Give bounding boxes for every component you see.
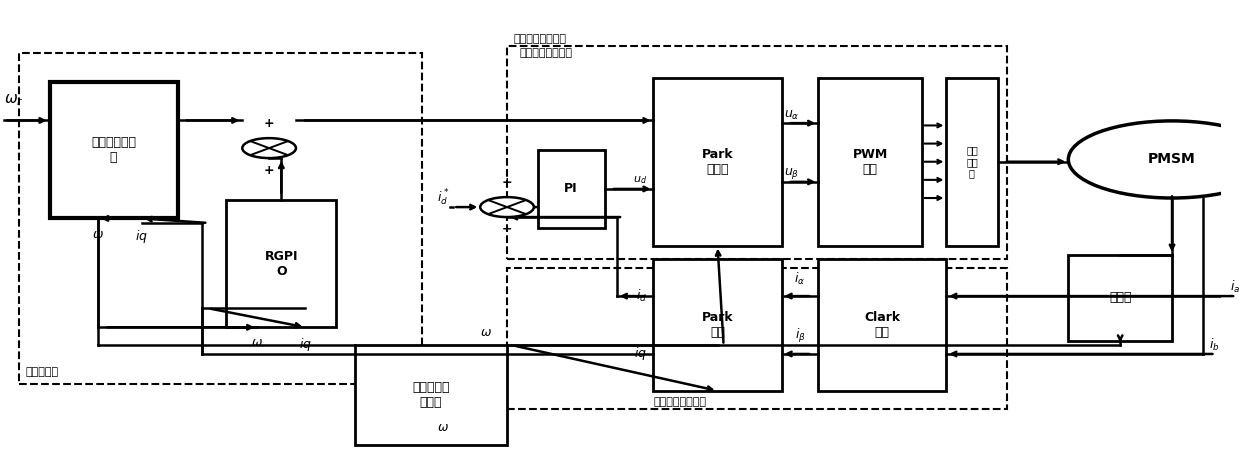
Bar — [818, 78, 922, 246]
Text: PWM
调制: PWM 调制 — [852, 148, 887, 176]
Text: 位置与转速
的计算: 位置与转速 的计算 — [413, 381, 450, 410]
Bar — [19, 53, 421, 384]
Text: $\omega$: $\omega$ — [92, 228, 104, 241]
Text: $\omega_r$: $\omega_r$ — [5, 92, 24, 108]
Bar — [1068, 255, 1172, 341]
Text: 复合控制器: 复合控制器 — [25, 367, 58, 377]
Circle shape — [243, 138, 296, 158]
Text: $i_b$: $i_b$ — [1209, 337, 1220, 353]
Bar — [947, 78, 997, 246]
Text: $u_\alpha$: $u_\alpha$ — [784, 108, 799, 121]
Text: +: + — [264, 164, 275, 177]
Bar — [507, 46, 1007, 259]
Bar — [538, 151, 605, 228]
Text: +: + — [264, 117, 275, 130]
Bar — [507, 268, 1007, 409]
Text: 编码器: 编码器 — [1109, 291, 1131, 304]
Bar — [818, 259, 947, 391]
Text: $i_d^*$: $i_d^*$ — [437, 188, 450, 208]
Text: $u_d$: $u_d$ — [633, 174, 647, 186]
Text: $u_\beta$: $u_\beta$ — [784, 166, 799, 181]
Bar — [227, 200, 336, 327]
Text: +: + — [502, 176, 513, 189]
Text: $\omega$: $\omega$ — [437, 420, 449, 434]
Circle shape — [481, 197, 534, 217]
Text: Park
逆变换: Park 逆变换 — [701, 148, 733, 176]
Bar — [653, 78, 782, 246]
Bar — [50, 82, 177, 218]
Text: $i_\beta$: $i_\beta$ — [794, 327, 805, 345]
Text: Clark
变换: Clark 变换 — [864, 311, 901, 339]
Text: RGPI
O: RGPI O — [265, 250, 299, 278]
Text: PMSM: PMSM — [1149, 152, 1196, 167]
Text: $i_\alpha$: $i_\alpha$ — [794, 271, 805, 287]
Text: PI: PI — [564, 182, 577, 196]
Text: Park
变换: Park 变换 — [701, 311, 733, 339]
Text: 三相
逆变
器: 三相 逆变 器 — [966, 145, 978, 178]
Text: $\omega$: $\omega$ — [479, 326, 492, 339]
Text: $i_a$: $i_a$ — [1230, 279, 1239, 295]
Text: $iq$: $iq$ — [135, 228, 149, 244]
Bar — [354, 345, 507, 445]
Text: $iq$: $iq$ — [634, 345, 647, 363]
Circle shape — [1068, 121, 1239, 198]
Text: −: − — [502, 223, 512, 236]
Bar — [653, 259, 782, 391]
Text: $i_d$: $i_d$ — [637, 288, 647, 304]
Text: 第一坐标变换单元: 第一坐标变换单元 — [653, 397, 706, 407]
Text: 电流约束控制
器: 电流约束控制 器 — [90, 136, 136, 164]
Text: $iq$: $iq$ — [299, 336, 312, 354]
Text: $\omega$: $\omega$ — [252, 336, 263, 349]
Text: 第二坐标变换单元: 第二坐标变换单元 — [519, 48, 572, 58]
Text: 第二坐标变换单元: 第二坐标变换单元 — [513, 34, 566, 44]
